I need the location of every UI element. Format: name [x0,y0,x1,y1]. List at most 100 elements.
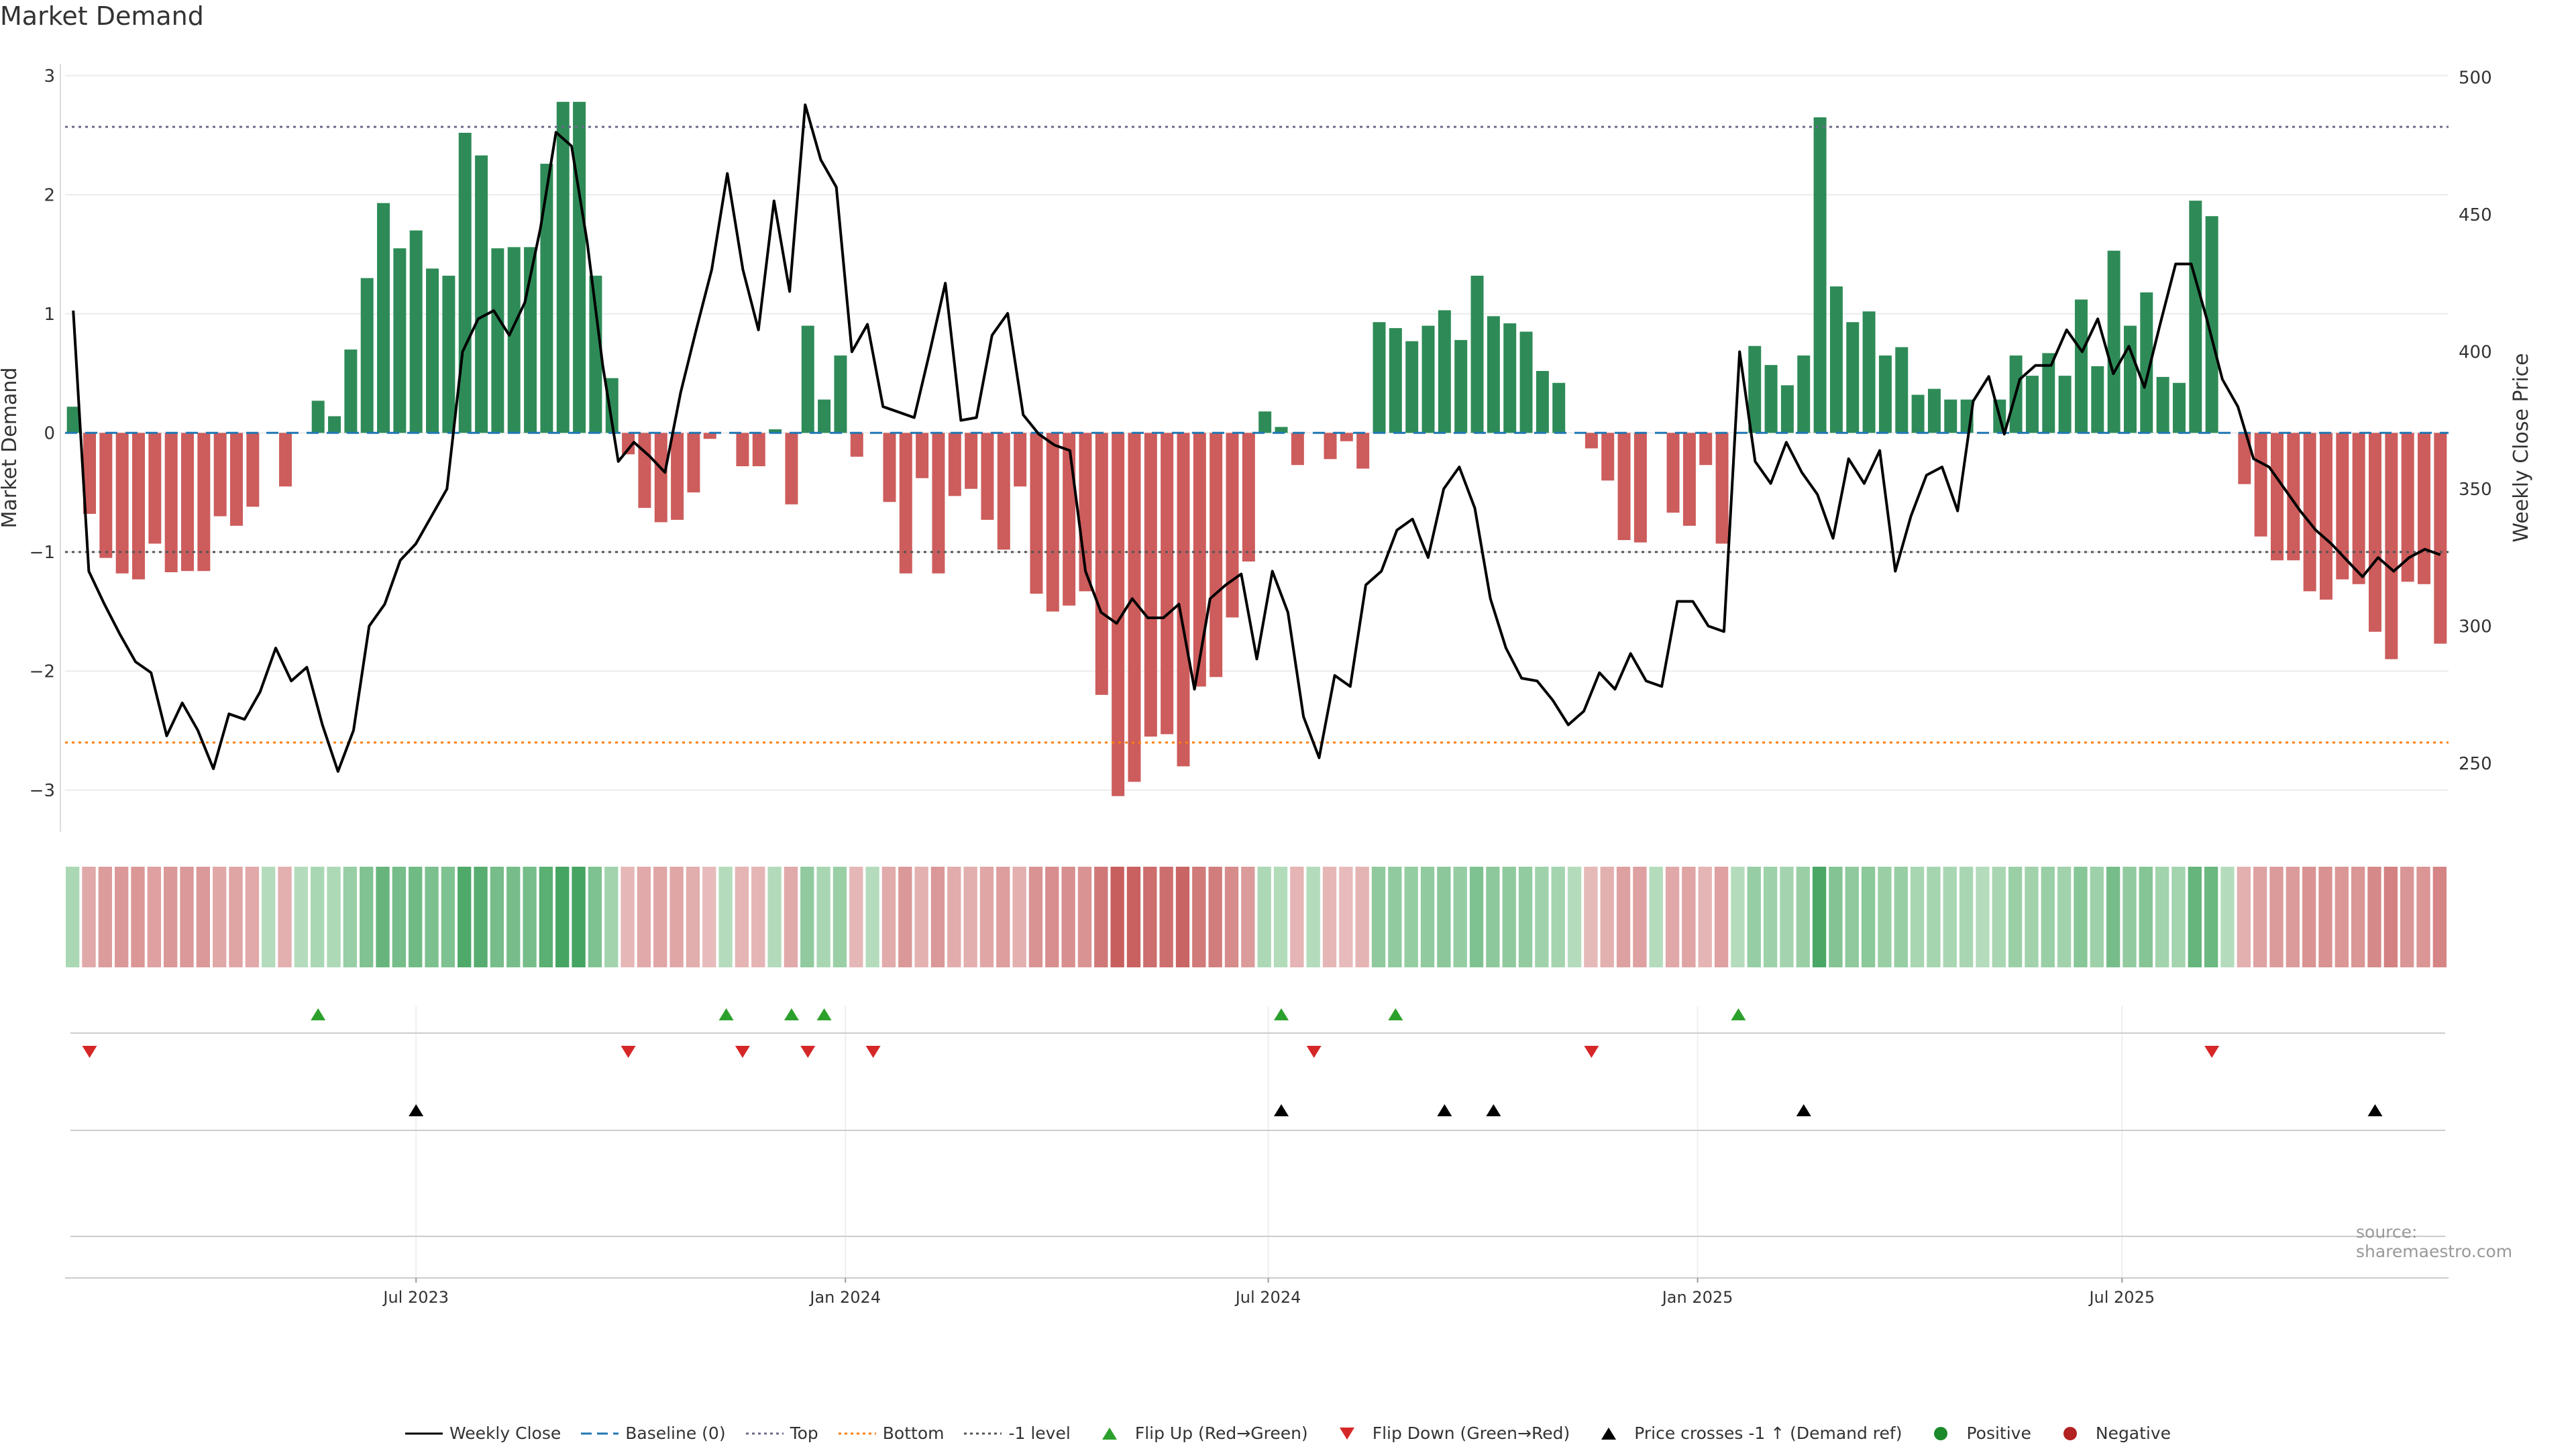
demand-bar [556,101,570,433]
heat-cell [718,867,733,967]
demand-bar [66,407,80,433]
heat-cell [963,867,977,967]
demand-bar [932,433,945,574]
legend-item-weekly-close: Weekly Close [405,1424,561,1443]
demand-bar [2091,366,2104,433]
cross-marker [1796,1104,1811,1116]
minus1-legend-icon [964,1432,1002,1434]
flip-down-marker [735,1046,750,1058]
demand-bar [2319,433,2332,600]
demand-bar [1063,433,1076,606]
heat-cell [1845,867,1859,967]
heat-cell [1028,867,1043,967]
demand-bar [1633,433,1647,543]
heat-cell [1584,867,1598,967]
demand-bar [752,433,765,467]
cross-marker [1274,1104,1289,1116]
flip-up-marker [311,1008,326,1020]
heat-cell [180,867,194,967]
heat-cell [1992,867,2006,967]
heat-cell [523,867,537,967]
heat-cell [702,867,716,967]
demand-bar [1014,433,1027,487]
weekly-close-line [72,103,2441,773]
heat-cell [1420,867,1435,967]
heat-cell [343,867,358,967]
heat-cell [2123,867,2137,967]
demand-bar [638,433,651,508]
heat-cell [441,867,455,967]
heat-cell [2383,867,2398,967]
demand-bar [899,433,912,574]
demand-bar [2352,433,2365,584]
legend-item-positive: Positive [1922,1424,2031,1443]
demand-bar [2434,433,2447,644]
demand-bar [1405,341,1419,433]
heat-cell [849,867,863,967]
demand-bar [1927,388,1941,433]
demand-bar [1944,399,1957,433]
demand-bar [328,416,341,433]
legend-label: Negative [2095,1424,2171,1443]
legend-item-flip-up: Flip Up (Red→Green) [1091,1424,1308,1443]
demand-bar [589,275,602,433]
demand-bar [1878,355,1892,433]
heat-cell [751,867,765,967]
flip-down-marker [82,1046,97,1058]
heat-cell [1437,867,1451,967]
demand-bar [997,433,1010,550]
heat-cell [1224,867,1239,967]
demand-bar [1161,433,1174,735]
heat-cell [996,867,1010,967]
demand-bar [1487,316,1500,433]
y2-tick-label: 400 [2459,342,2492,362]
demand-bar [2189,201,2202,433]
heat-cell [947,867,961,967]
demand-bar [1519,331,1533,433]
heat-cell [555,867,570,967]
demand-bar [1226,433,1239,618]
legend-item-baseline: Baseline (0) [581,1424,726,1443]
demand-bar [1291,433,1304,466]
heat-cell [1257,867,1271,967]
heat-cell [2204,867,2218,967]
demand-bar [1503,323,1517,433]
heat-cell [147,867,162,967]
heat-cell [327,867,341,967]
demand-bar [377,203,390,433]
demand-bar [83,433,96,515]
flip-up-markers [311,1008,1746,1020]
flip-up-marker [1388,1008,1403,1020]
demand-bar [360,278,374,433]
flip-down-marker [1584,1046,1599,1058]
demand-bar [164,433,178,573]
heat-cell [474,867,488,967]
demand-bar [883,433,896,502]
demand-bar [2058,376,2072,433]
heat-cell [1061,867,1075,967]
demand-bar [1666,433,1680,513]
heat-cell [1290,867,1304,967]
heat-cell [1535,867,1549,967]
demand-bar [230,433,244,526]
legend-item-cross: Price crosses -1 ↑ (Demand ref) [1590,1424,1902,1443]
demand-bar [1552,382,1566,433]
demand-bar [344,350,358,433]
heat-cell [490,867,504,967]
heat-cell [1714,867,1729,967]
weekly-close-legend-icon [405,1432,443,1434]
demand-bar [1862,311,1876,433]
flip-up-marker [1274,1008,1289,1020]
heat-cell [1469,867,1484,967]
heat-cell [2237,867,2251,967]
y-tick-label: 2 [44,185,55,205]
heat-cell [2334,867,2349,967]
demand-bar [2140,292,2153,433]
heat-cell [621,867,635,967]
heat-cell [458,867,472,967]
heat-cell [2416,867,2430,967]
demand-bar [769,429,782,433]
demand-bar [2042,353,2055,433]
x-tick-label: Jul 2023 [382,1288,449,1307]
y-tick-label: 1 [44,305,55,325]
